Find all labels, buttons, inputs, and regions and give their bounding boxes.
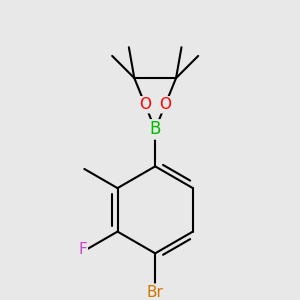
Text: F: F bbox=[78, 242, 87, 257]
Text: O: O bbox=[139, 97, 151, 112]
Text: O: O bbox=[159, 97, 171, 112]
Text: B: B bbox=[149, 120, 161, 138]
Text: Br: Br bbox=[147, 285, 164, 300]
